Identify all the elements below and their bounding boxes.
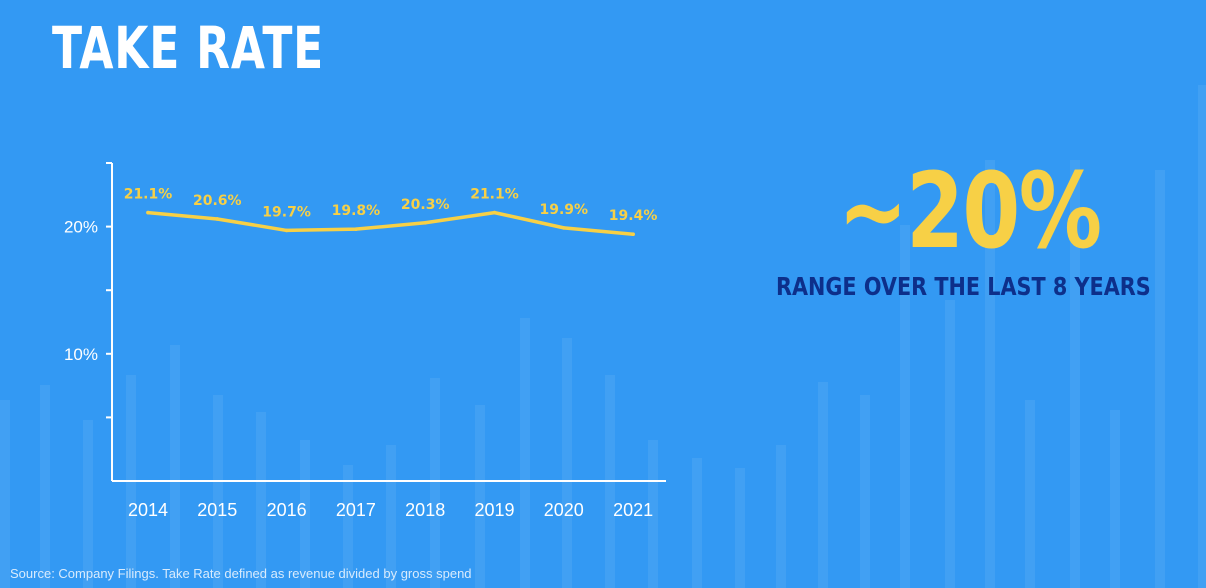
background-bar xyxy=(1155,170,1165,588)
data-point xyxy=(354,227,358,231)
background-bar xyxy=(1070,160,1080,588)
x-tick-label: 2014 xyxy=(128,500,168,520)
background-bar xyxy=(430,378,440,588)
background-bar xyxy=(300,440,310,588)
x-tick-label: 2016 xyxy=(267,500,307,520)
data-label: 19.4% xyxy=(609,208,658,224)
data-point xyxy=(146,210,150,215)
data-point xyxy=(423,220,428,225)
y-tick-label: 10% xyxy=(64,345,98,364)
data-label: 21.1% xyxy=(470,187,519,203)
x-tick-label: 2021 xyxy=(613,500,653,520)
x-tick-label: 2020 xyxy=(544,500,584,520)
x-tick-label: 2015 xyxy=(197,500,237,520)
background-bar xyxy=(776,445,786,588)
x-tick-label: 2019 xyxy=(474,500,514,520)
background-bar xyxy=(386,445,396,588)
background-bar xyxy=(945,300,955,588)
background-bar xyxy=(83,420,93,588)
x-tick-label: 2018 xyxy=(405,500,445,520)
background-bar xyxy=(900,225,910,588)
data-label: 20.3% xyxy=(401,197,450,213)
data-label: 21.1% xyxy=(124,187,173,203)
data-point xyxy=(631,232,635,237)
y-tick-label: 20% xyxy=(64,218,98,237)
background-bar xyxy=(256,412,266,588)
background-bar xyxy=(1025,400,1035,588)
background-bar xyxy=(985,160,995,588)
background-bar xyxy=(0,400,10,588)
data-label: 20.6% xyxy=(193,193,242,209)
data-label: 19.9% xyxy=(540,202,589,218)
background-bar xyxy=(648,440,658,588)
background-bar xyxy=(860,395,870,588)
background-bar xyxy=(735,468,745,588)
source-note: Source: Company Filings. Take Rate defin… xyxy=(10,566,472,581)
data-label: 19.7% xyxy=(262,204,311,220)
background-bar xyxy=(343,465,353,588)
background-bar xyxy=(562,338,572,588)
background-bar xyxy=(475,405,485,588)
page-title: TAKE RATE xyxy=(52,14,325,82)
background-bar xyxy=(170,345,180,588)
background-bar xyxy=(213,395,223,588)
background-bar xyxy=(818,382,828,588)
data-point xyxy=(492,210,497,215)
data-label: 19.8% xyxy=(332,203,381,219)
data-point xyxy=(562,226,566,230)
background-bar xyxy=(40,385,50,588)
callout-caption: RANGE OVER THE LAST 8 YEARS xyxy=(776,272,1151,301)
background-bar xyxy=(1198,85,1206,588)
background-bar xyxy=(520,318,530,588)
callout-value: ~20% xyxy=(838,150,1102,272)
series-line xyxy=(146,210,635,236)
data-point xyxy=(215,217,220,221)
background-bar xyxy=(692,458,702,588)
data-point xyxy=(284,228,289,233)
x-tick-label: 2017 xyxy=(336,500,376,520)
background-bar xyxy=(1110,410,1120,588)
